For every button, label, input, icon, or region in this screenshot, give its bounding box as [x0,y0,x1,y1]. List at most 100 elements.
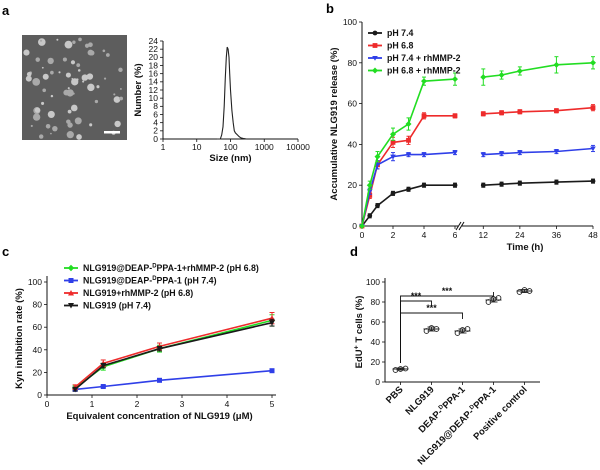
x-tick-label: 5 [270,399,275,409]
tem-particle [25,75,32,82]
tem-particle [76,134,82,140]
tem-particle [38,134,44,139]
data-point [390,131,396,138]
y-axis-label: Kyn inhibition rate (%) [14,288,25,389]
tem-particle [119,88,122,90]
data-point [485,299,492,305]
y-tick-label: 80 [371,297,381,307]
data-point [156,346,163,352]
y-tick-label: 10 [149,93,159,103]
tem-particle [47,110,55,118]
tem-particle [70,60,76,65]
x-tick-label: 1 [161,142,166,152]
data-point [499,110,504,116]
data-point [590,105,596,111]
tem-particle [78,37,82,42]
significance-label: *** [442,286,453,296]
axis-break [458,221,465,231]
tem-particle [67,109,72,114]
tem-particle [67,87,70,90]
legend-label: pH 7.4 + rhMMP-2 [387,53,461,63]
y-tick-label: 20 [371,357,381,367]
tem-particle [62,57,67,62]
data-point [495,295,502,301]
data-point [390,154,396,160]
x-tick-label: 6 [453,230,458,240]
data-point [100,363,107,369]
y-tick-label: 80 [348,58,358,68]
y-axis-label: Number (%) [133,63,144,116]
y-tick-label: 20 [348,180,358,190]
tem-particle [41,66,44,69]
y-tick-label: 100 [343,17,357,27]
data-point [480,182,486,188]
data-point [452,76,458,83]
size-distribution-line [217,46,247,140]
x-tick-label: 4 [422,230,427,240]
x-tick-label: 2 [135,399,140,409]
tem-particle [119,96,123,101]
data-point [498,151,505,157]
tem-particle [71,78,79,86]
data-point [374,153,381,160]
x-axis-label: Time (h) [507,242,544,253]
tem-particle [30,124,33,128]
y-axis-label: Accumulative NLG919 release (%) [329,47,340,200]
legend-label: pH 6.8 [387,41,414,51]
tem-particle [118,67,123,73]
tem-particle [72,40,76,44]
data-point [405,152,412,158]
data-point [100,384,106,390]
y-tick-label: 80 [33,300,43,310]
legend-label: NLG919+rhMMP-2 (pH 6.8) [83,288,193,298]
x-tick-label: 4 [225,399,230,409]
significance-bracket [400,312,463,363]
data-point [553,61,560,68]
data-point [390,190,396,196]
data-point [516,67,523,74]
series-line [75,369,273,391]
tem-particle [42,88,47,93]
tem-particle [32,113,41,121]
x-tick-label: 3 [180,399,185,409]
x-tick-label: 48 [588,230,598,240]
y-tick-label: 40 [33,345,43,355]
panel-d-label: d [350,244,358,259]
data-point [390,139,396,145]
y-tick-label: 60 [348,99,358,109]
data-point [421,78,427,85]
y-tick-label: 0 [37,390,42,400]
y-tick-label: 16 [149,68,159,78]
x-tick-label: 10000 [286,142,310,152]
data-point [553,149,560,155]
tem-particle [88,42,93,48]
tem-particle [58,71,61,74]
y-tick-label: 12 [149,85,159,95]
y-axis-label: EdU+ T cells (%) [354,296,366,369]
series-line [74,317,273,388]
data-point [452,150,458,156]
series-line [74,319,273,389]
data-point [517,150,523,156]
y-tick-label: 60 [33,322,43,332]
data-point [452,182,458,188]
tem-particle [105,53,110,57]
tem-particle [42,73,49,80]
tem-particle [41,101,45,105]
x-tick-label: 2 [391,230,396,240]
data-point [526,288,533,294]
data-point [590,178,596,184]
data-point [68,278,74,283]
data-point [68,303,74,309]
tem-particle [70,104,78,112]
data-point [452,113,458,119]
y-tick-label: 4 [153,117,158,127]
tem-particle [74,117,82,125]
data-point [480,152,487,158]
y-tick-label: 6 [153,109,158,119]
tem-particle [96,85,100,89]
